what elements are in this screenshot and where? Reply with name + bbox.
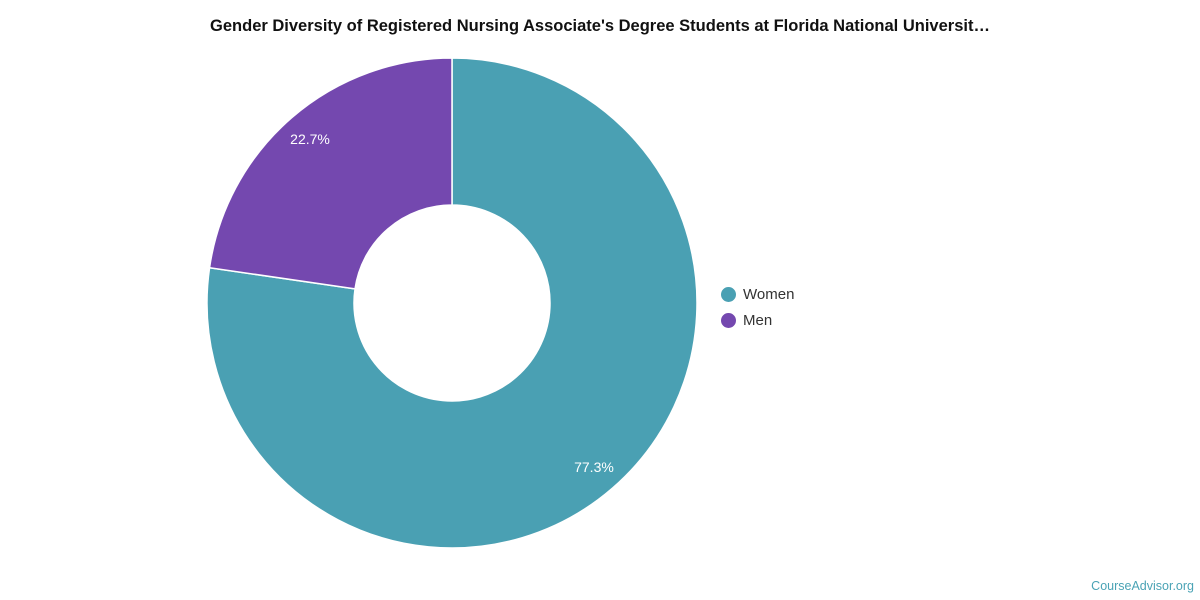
- chart-title: Gender Diversity of Registered Nursing A…: [210, 17, 990, 35]
- slice-label-women: 77.3%: [574, 459, 614, 475]
- legend-swatch-men: [721, 312, 736, 328]
- legend-label-women: Women: [743, 285, 795, 303]
- legend-label-men: Men: [743, 311, 773, 329]
- watermark[interactable]: CourseAdvisor.org: [1091, 579, 1194, 593]
- slice-women[interactable]: [206, 57, 698, 549]
- slice-men[interactable]: [208, 57, 453, 290]
- legend-item-women[interactable]: Women: [721, 281, 794, 307]
- legend-swatch-women: [721, 286, 736, 302]
- legend-item-men[interactable]: Men: [721, 307, 794, 333]
- slice-label-men: 22.7%: [290, 131, 330, 147]
- legend: Women Men: [721, 281, 794, 333]
